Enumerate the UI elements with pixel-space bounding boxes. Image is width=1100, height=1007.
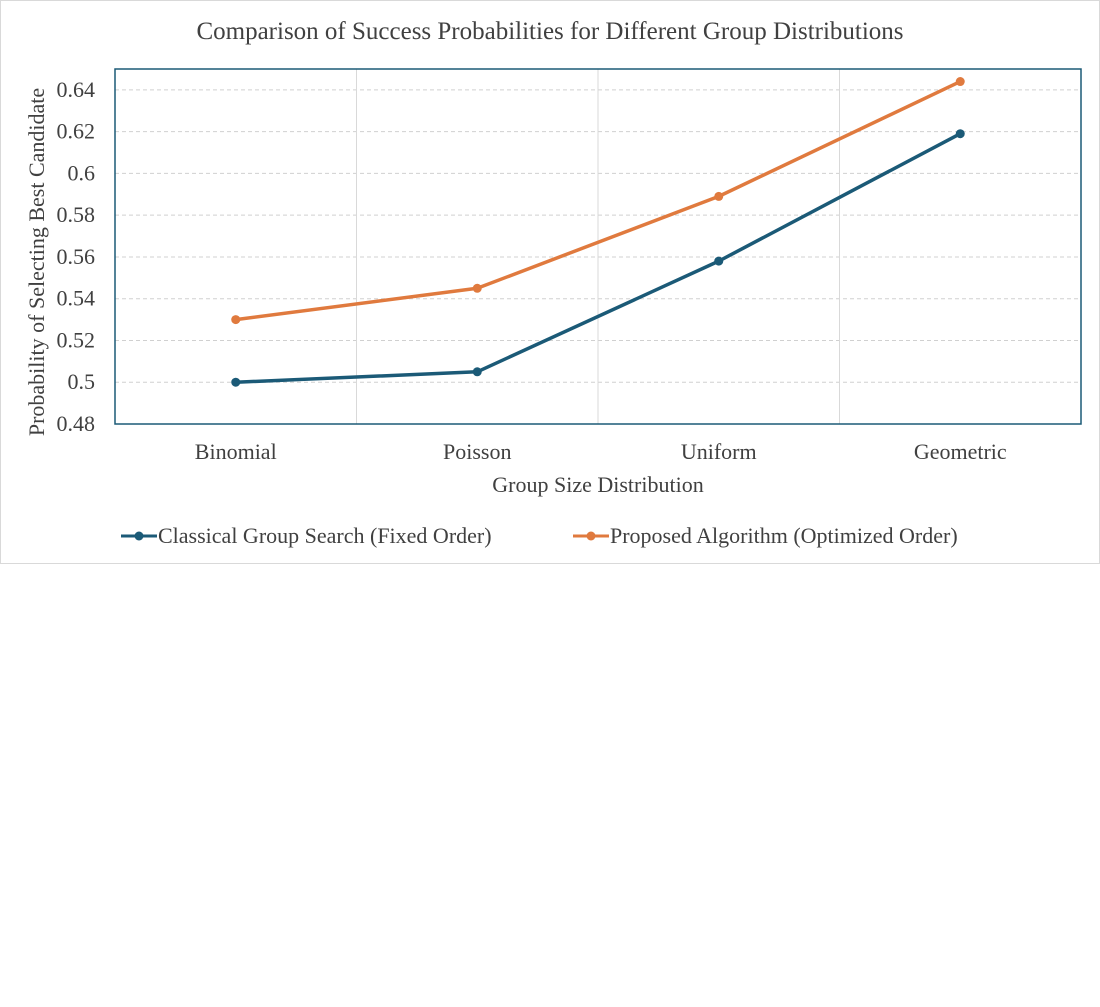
x-tick-label: Uniform <box>681 439 757 464</box>
x-axis-label: Group Size Distribution <box>492 472 703 497</box>
y-tick-label: 0.64 <box>57 77 96 102</box>
plot-area-border <box>114 68 1082 425</box>
legend-item-classical[interactable]: Classical Group Search (Fixed Order) <box>121 523 492 548</box>
grid-layer <box>115 69 1081 424</box>
y-tick-label: 0.54 <box>57 286 96 311</box>
data-point-series-0[interactable] <box>714 256 724 266</box>
y-tick-label: 0.62 <box>57 119 96 144</box>
data-point-series-1[interactable] <box>472 283 482 293</box>
y-axis-label: Probability of Selecting Best Candidate <box>24 88 49 436</box>
y-tick-label: 0.6 <box>68 160 96 185</box>
chart-frame <box>0 0 1100 564</box>
legend: Classical Group Search (Fixed Order) Pro… <box>121 523 958 548</box>
legend-marker-classical <box>134 531 144 541</box>
y-tick-label: 0.52 <box>57 327 96 352</box>
y-axis-ticks: 0.48 0.5 0.52 0.54 0.56 0.58 0.6 0.62 0.64 <box>57 77 96 436</box>
x-tick-label: Binomial <box>195 439 277 464</box>
data-point-series-1[interactable] <box>955 77 965 87</box>
data-point-series-1[interactable] <box>231 315 241 325</box>
data-point-series-0[interactable] <box>472 367 482 377</box>
series-line-0 <box>235 132 962 384</box>
y-tick-label: 0.5 <box>68 369 96 394</box>
series-line-1 <box>235 79 962 322</box>
data-point-series-0[interactable] <box>955 129 965 139</box>
chart-title: Comparison of Success Probabilities for … <box>196 18 903 45</box>
data-point-series-0[interactable] <box>231 377 241 387</box>
legend-marker-proposed <box>586 531 596 541</box>
y-tick-label: 0.58 <box>57 202 96 227</box>
y-tick-label: 0.48 <box>57 411 96 436</box>
legend-label-proposed: Proposed Algorithm (Optimized Order) <box>610 523 958 548</box>
y-tick-label: 0.56 <box>57 244 96 269</box>
data-point-series-1[interactable] <box>714 191 724 201</box>
x-tick-label: Poisson <box>443 439 511 464</box>
x-tick-label: Geometric <box>914 439 1007 464</box>
x-axis-ticks: Binomial Poisson Uniform Geometric <box>195 439 1007 464</box>
series-layer <box>231 77 965 387</box>
legend-label-classical: Classical Group Search (Fixed Order) <box>158 523 492 548</box>
legend-item-proposed[interactable]: Proposed Algorithm (Optimized Order) <box>573 523 958 548</box>
